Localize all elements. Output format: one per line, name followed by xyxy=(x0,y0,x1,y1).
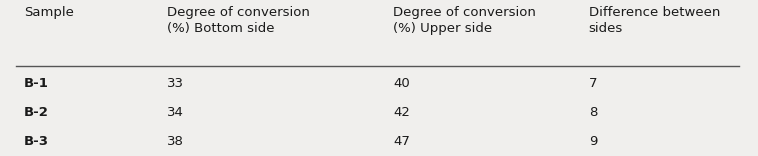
Text: 33: 33 xyxy=(167,77,184,90)
Text: B-1: B-1 xyxy=(24,77,49,90)
Text: B-2: B-2 xyxy=(24,106,49,119)
Text: 38: 38 xyxy=(167,135,184,149)
Text: Degree of conversion
(%) Bottom side: Degree of conversion (%) Bottom side xyxy=(167,6,310,35)
Text: Degree of conversion
(%) Upper side: Degree of conversion (%) Upper side xyxy=(393,6,536,35)
Text: 40: 40 xyxy=(393,77,410,90)
Text: Sample: Sample xyxy=(24,6,74,19)
Text: 7: 7 xyxy=(589,77,597,90)
Text: 47: 47 xyxy=(393,135,410,149)
Text: 34: 34 xyxy=(167,106,184,119)
Text: 9: 9 xyxy=(589,135,597,149)
Text: 42: 42 xyxy=(393,106,410,119)
Text: 8: 8 xyxy=(589,106,597,119)
Text: B-3: B-3 xyxy=(24,135,49,149)
Text: Difference between
sides: Difference between sides xyxy=(589,6,720,35)
